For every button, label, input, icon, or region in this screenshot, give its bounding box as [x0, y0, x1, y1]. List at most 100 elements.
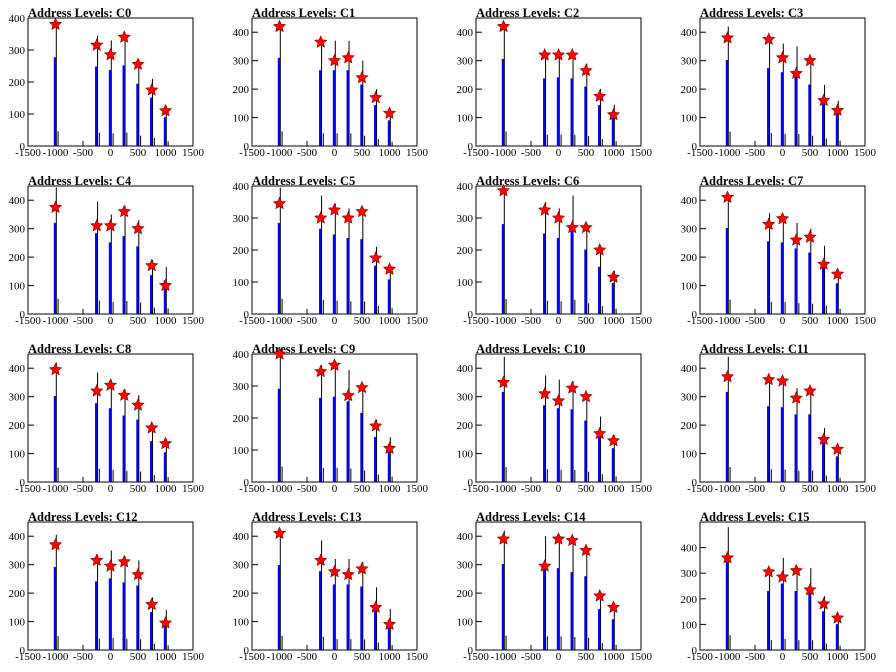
chart-panel-1: Address Levels: C1 0 100 200 300 400 -1500 -100…	[233, 6, 429, 159]
peak-marker	[817, 596, 831, 610]
y-tick-label: 100	[233, 617, 250, 629]
peak-marker	[382, 262, 397, 275]
peak-marker	[720, 369, 735, 383]
peak-marker	[272, 196, 287, 210]
y-tick-label: 400	[233, 181, 250, 193]
chart-title: Address Levels: C13	[252, 510, 362, 524]
y-tick-label: 300	[457, 560, 474, 572]
peak-marker	[803, 230, 817, 243]
peak-marker	[355, 561, 369, 575]
x-tick-label: -500	[745, 315, 766, 327]
peak-marker	[830, 442, 845, 455]
x-tick-label: -1000	[267, 483, 293, 495]
x-tick-label: -1500	[687, 147, 713, 159]
peak-marker	[817, 432, 831, 445]
chart-title: Address Levels: C5	[252, 174, 355, 188]
x-tick-label: -1500	[463, 483, 489, 495]
chart-title: Address Levels: C0	[28, 6, 131, 20]
x-tick-label: 0	[556, 147, 562, 159]
peak-marker	[496, 183, 511, 197]
x-tick-label: 1500	[854, 147, 877, 159]
y-tick-label: 200	[681, 252, 698, 264]
x-tick-label: 500	[130, 315, 147, 327]
x-tick-label: 1000	[155, 651, 178, 663]
x-tick-label: -500	[745, 483, 766, 495]
peak-marker	[762, 32, 776, 45]
x-tick-label: -1500	[239, 147, 265, 159]
x-tick-label: -500	[521, 147, 542, 159]
x-tick-label: -1000	[43, 651, 69, 663]
chart-panel-11: Address Levels: C11 0 100 200 300 400 -1500 -10…	[681, 342, 877, 495]
x-tick-label: 0	[332, 315, 338, 327]
peak-marker	[803, 582, 817, 596]
x-tick-label: 1000	[827, 651, 850, 663]
peak-marker	[382, 617, 397, 631]
chart-panel-10: Address Levels: C10 0 100 200 300 400 -1500 -10…	[457, 342, 653, 495]
y-tick-label: 300	[681, 224, 698, 236]
peak-marker	[314, 35, 328, 48]
y-tick-label: 0	[20, 309, 26, 321]
y-tick-label: 400	[681, 195, 698, 207]
y-tick-label: 200	[9, 77, 26, 89]
peak-marker	[314, 364, 328, 378]
y-tick-label: 100	[9, 449, 26, 461]
chart-panel-4: Address Levels: C4 0 100 200 300 400 -1500 -100…	[9, 174, 205, 327]
x-tick-label: -500	[745, 651, 766, 663]
y-tick-label: 0	[468, 645, 474, 657]
peak-marker	[593, 89, 607, 102]
x-tick-label: 1000	[603, 483, 626, 495]
peak-marker	[579, 543, 593, 557]
x-tick-label: 1500	[630, 147, 653, 159]
chart-panel-8: Address Levels: C8 0 100 200 300 400 -1500 -100…	[9, 342, 205, 495]
x-tick-label: 0	[556, 483, 562, 495]
x-tick-label: -1500	[15, 315, 41, 327]
x-tick-label: 0	[332, 147, 338, 159]
y-tick-label: 200	[681, 594, 698, 606]
x-tick-label: 500	[354, 651, 371, 663]
y-tick-label: 0	[468, 141, 474, 153]
x-tick-label: -1000	[43, 483, 69, 495]
peak-marker	[158, 278, 173, 292]
peak-marker	[369, 251, 383, 264]
x-tick-label: 500	[578, 315, 595, 327]
peak-marker	[117, 204, 131, 218]
y-tick-label: 0	[468, 309, 474, 321]
chart-title: Address Levels: C6	[476, 174, 579, 188]
y-tick-label: 0	[244, 141, 250, 153]
y-tick-label: 200	[681, 420, 698, 432]
peak-marker	[117, 388, 131, 401]
chart-panel-15: Address Levels: C15 0 100 200 300 400 -1500 -10…	[681, 510, 877, 663]
y-tick-label: 0	[244, 645, 250, 657]
peak-marker	[606, 107, 621, 121]
peak-marker	[369, 90, 383, 104]
x-tick-label: 1500	[854, 483, 877, 495]
peak-marker	[720, 550, 735, 564]
peak-marker	[538, 48, 552, 61]
peak-marker	[158, 436, 173, 450]
x-tick-label: -1500	[463, 315, 489, 327]
chart-panel-7: Address Levels: C7 0 100 200 300 400 -1500 -100…	[681, 174, 877, 327]
x-tick-label: 500	[802, 483, 819, 495]
chart-title: Address Levels: C7	[700, 174, 803, 188]
y-tick-label: 100	[681, 281, 698, 293]
peak-marker	[762, 372, 776, 386]
y-tick-label: 100	[457, 113, 474, 125]
x-tick-label: 1000	[379, 147, 402, 159]
chart-title: Address Levels: C1	[252, 6, 355, 20]
x-tick-label: -500	[745, 147, 766, 159]
x-tick-label: 500	[354, 147, 371, 159]
x-tick-label: 0	[780, 147, 786, 159]
x-tick-label: -500	[73, 651, 94, 663]
y-tick-label: 200	[457, 588, 474, 600]
peak-marker	[327, 358, 342, 371]
y-tick-label: 300	[233, 560, 250, 572]
peak-marker	[606, 600, 621, 613]
x-tick-label: -500	[297, 315, 318, 327]
y-tick-label: 100	[681, 619, 698, 631]
chart-panel-0: Address Levels: C0 0 100 200 300 400 -1500 -100…	[9, 6, 205, 159]
y-tick-label: 400	[233, 27, 250, 39]
peak-marker	[117, 554, 131, 568]
x-tick-label: 0	[332, 483, 338, 495]
peak-marker	[762, 564, 776, 578]
